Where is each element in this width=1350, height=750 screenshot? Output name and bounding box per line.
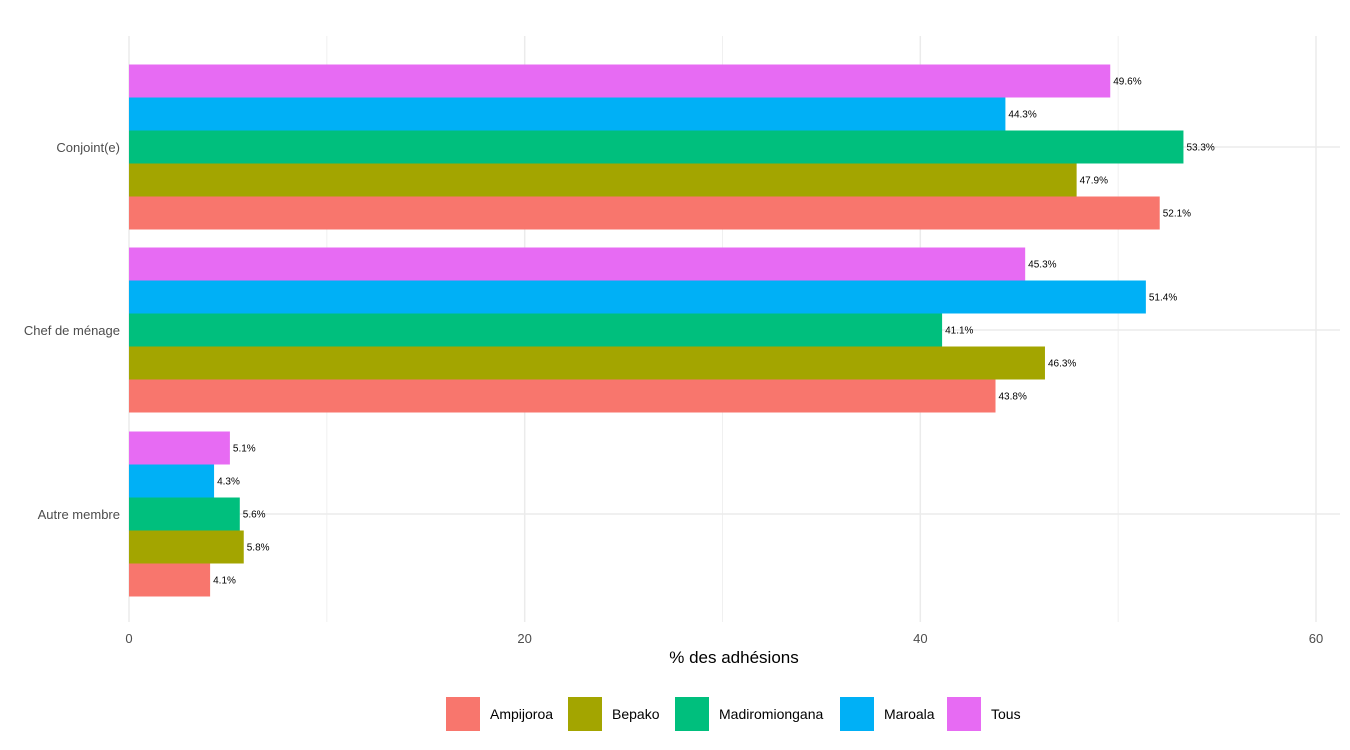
bar-bepako xyxy=(129,346,1045,380)
legend-label: Bepako xyxy=(612,706,660,722)
legend-label: Maroala xyxy=(884,706,935,722)
category-label: Chef de ménage xyxy=(24,323,120,338)
bars xyxy=(129,64,1184,597)
bar-value-label: 5.6% xyxy=(243,510,266,521)
bar-value-label: 46.3% xyxy=(1048,359,1076,370)
bar-tous xyxy=(129,431,230,465)
bar-value-label: 52.1% xyxy=(1163,209,1191,220)
bar-ampijoroa xyxy=(129,379,996,413)
legend: Ampijoroa Bepako Madiromiongana Maroala Tous xyxy=(446,697,1021,731)
category-axis: Autre membre Chef de ménage Conjoint(e) xyxy=(24,140,120,522)
bar-maroala xyxy=(129,464,215,498)
legend-label: Tous xyxy=(991,706,1021,722)
bar-ampijoroa xyxy=(129,196,1160,230)
x-axis: 0 20 40 60 xyxy=(125,631,1323,646)
bar-bepako xyxy=(129,530,244,564)
bar-value-label: 49.6% xyxy=(1113,77,1141,88)
bar-bepako xyxy=(129,163,1077,197)
bar-value-label: 53.3% xyxy=(1186,143,1214,154)
x-axis-title: % des adhésions xyxy=(669,648,798,667)
bar-value-label: 41.1% xyxy=(945,326,973,337)
bar-value-label: 4.3% xyxy=(217,477,240,488)
bar-value-label: 51.4% xyxy=(1149,293,1177,304)
bar-madiromiongana xyxy=(129,313,943,347)
bar-value-label: 44.3% xyxy=(1008,110,1036,121)
bar-tous xyxy=(129,247,1026,281)
x-tick-label: 20 xyxy=(517,631,531,646)
bar-value-label: 47.9% xyxy=(1080,176,1108,187)
bar-maroala xyxy=(129,280,1146,314)
legend-key-bepako xyxy=(568,697,602,731)
bar-value-label: 45.3% xyxy=(1028,260,1056,271)
bar-maroala xyxy=(129,97,1006,131)
bar-value-label: 4.1% xyxy=(213,576,236,587)
legend-key-tous xyxy=(947,697,981,731)
x-tick-label: 60 xyxy=(1309,631,1323,646)
bar-madiromiongana xyxy=(129,497,240,531)
bar-value-label: 5.8% xyxy=(247,543,270,554)
bar-value-label: 43.8% xyxy=(999,392,1027,403)
category-label: Autre membre xyxy=(38,507,120,522)
bar-madiromiongana xyxy=(129,130,1184,164)
category-label: Conjoint(e) xyxy=(56,140,120,155)
legend-label: Madiromiongana xyxy=(719,706,823,722)
bar-labels: 4.1% 5.8% 5.6% 4.3% 5.1% 43.8% 46.3% 41.1% 51.4%… xyxy=(213,77,1215,587)
bar-tous xyxy=(129,64,1111,98)
legend-key-madiromiongana xyxy=(675,697,709,731)
legend-key-ampijoroa xyxy=(446,697,480,731)
legend-label: Ampijoroa xyxy=(490,706,553,722)
x-tick-label: 40 xyxy=(913,631,927,646)
legend-key-maroala xyxy=(840,697,874,731)
bar-value-label: 5.1% xyxy=(233,444,256,455)
x-tick-label: 0 xyxy=(125,631,132,646)
bar-ampijoroa xyxy=(129,563,211,597)
